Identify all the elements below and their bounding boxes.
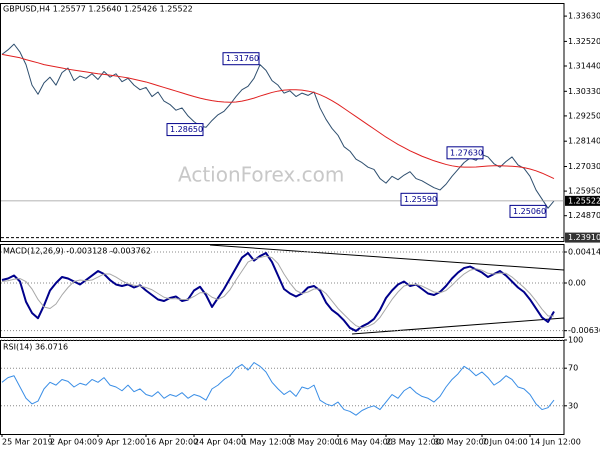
price-annotation: 1.31760 (226, 54, 259, 63)
x-tick-label: 14 Jun 12:00 (530, 438, 581, 447)
price-annotation-box (509, 204, 547, 218)
x-tick-label: 30 May 20:00 (434, 438, 489, 447)
price-annotation: 1.27630 (450, 148, 483, 157)
price-annotation-box (166, 123, 204, 137)
series-line (1, 252, 555, 332)
last-price-label: 1.25522 (568, 196, 600, 205)
y-tick-label: 0.004141 (568, 248, 600, 257)
price-annotation: 1.28650 (170, 125, 203, 134)
price-annotation-box (400, 192, 438, 206)
watermark: ActionForex.com (178, 163, 344, 187)
series-line (1, 43, 555, 209)
y-tick-label: 1.33630 (568, 12, 600, 21)
x-tick-label: 9 Apr 12:00 (98, 438, 145, 447)
x-tick-label: 24 Apr 04:00 (194, 438, 246, 447)
y-tick-label: 1.25950 (568, 187, 600, 196)
macd-title: MACD(12,26,9) -0.003128 -0.003762 (3, 247, 151, 256)
y-tick-label: 1.31440 (568, 62, 600, 71)
x-tick-label: 23 May 12:00 (386, 438, 441, 447)
y-tick-label: 30 (568, 401, 578, 410)
y-tick-label: 100 (568, 336, 583, 345)
support-box (565, 232, 600, 243)
last-price-box (565, 195, 600, 206)
y-tick-label: 1.24870 (568, 211, 600, 220)
y-tick-label: 70 (568, 364, 578, 373)
trendline (209, 244, 565, 271)
series-line (1, 53, 555, 180)
price-annotation: 1.25060 (513, 207, 546, 216)
y-tick-label: -0.006365 (568, 326, 600, 335)
price-annotation-box (222, 52, 260, 66)
y-tick-label: 1.32520 (568, 37, 600, 46)
panel-frame (0, 340, 565, 435)
x-tick-label: 2 Apr 04:00 (50, 438, 97, 447)
rsi-title: RSI(14) 36.0716 (3, 343, 68, 352)
x-tick-label: 25 Mar 2019 (2, 438, 53, 447)
panel-frame (0, 244, 565, 338)
price-annotation: 1.25590 (404, 195, 437, 204)
chart-title: GBPUSD,H4 1.25577 1.25640 1.25426 1.2552… (3, 5, 193, 14)
x-tick-label: 16 May 04:00 (338, 438, 393, 447)
series-line (1, 255, 554, 329)
series-line (1, 362, 555, 416)
x-tick-label: 1 May 12:00 (242, 438, 292, 447)
y-tick-label: 1.29250 (568, 111, 600, 120)
y-tick-label: 1.30330 (568, 87, 600, 96)
x-tick-label: 7 Jun 04:00 (482, 438, 528, 447)
x-tick-label: 8 May 20:00 (290, 438, 340, 447)
trendline (351, 317, 565, 335)
y-tick-label: 1.28140 (568, 137, 600, 146)
panel-frame (0, 3, 565, 242)
price-annotation-box (446, 146, 484, 160)
support-label: 1.23910 (568, 233, 600, 242)
x-tick-label: 16 Apr 20:00 (146, 438, 198, 447)
y-tick-label: 0.00 (568, 279, 586, 288)
y-tick-label: 1.27030 (568, 162, 600, 171)
